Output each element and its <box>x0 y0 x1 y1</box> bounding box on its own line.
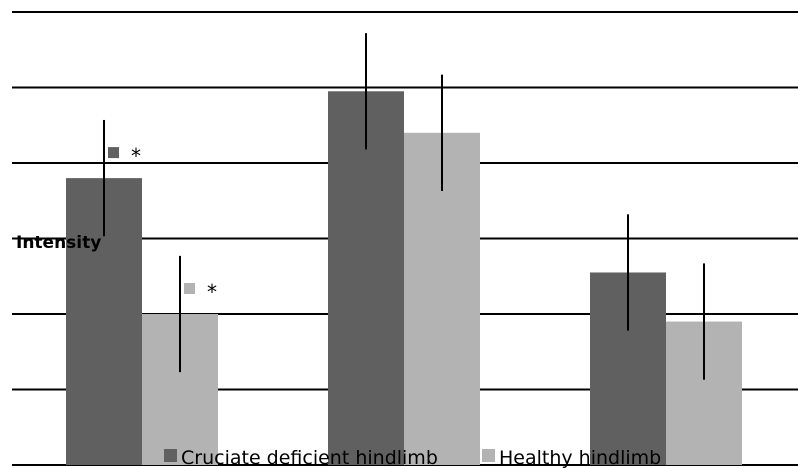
significance-markers: ** <box>108 144 217 304</box>
error-bars <box>103 33 705 380</box>
legend-label: Healthy hindlimb <box>499 447 661 468</box>
bars <box>66 91 742 466</box>
significance-star: * <box>131 144 141 168</box>
significance-legend-swatch <box>184 283 195 294</box>
legend: Cruciate deficient hindlimb Healthy hindl… <box>164 447 661 468</box>
legend-label: Cruciate deficient hindlimb <box>181 447 438 468</box>
legend-swatch <box>482 449 495 462</box>
significance-legend-swatch <box>108 147 119 159</box>
significance-star: * <box>207 280 217 304</box>
bar <box>328 91 404 466</box>
y-axis-label: Intensity <box>16 233 101 253</box>
legend-swatch <box>164 449 177 462</box>
